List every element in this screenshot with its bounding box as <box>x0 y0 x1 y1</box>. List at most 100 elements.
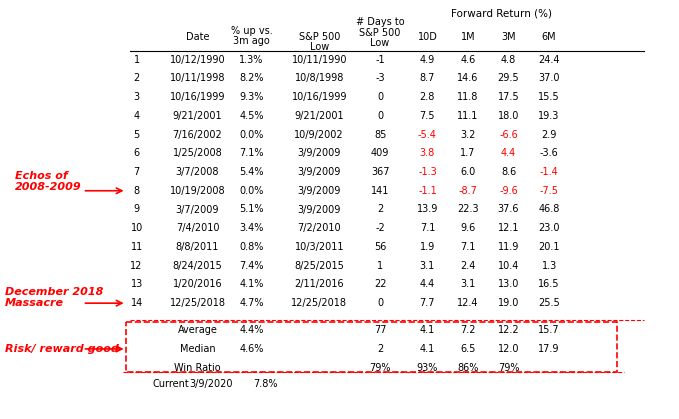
Text: 85: 85 <box>374 129 386 140</box>
Text: 12.4: 12.4 <box>457 298 479 308</box>
Text: 2.9: 2.9 <box>541 129 557 140</box>
Text: 7: 7 <box>134 167 140 177</box>
Text: -1.3: -1.3 <box>418 167 437 177</box>
Text: 16.5: 16.5 <box>538 279 560 290</box>
Text: 10/3/2011: 10/3/2011 <box>295 242 344 252</box>
Text: -8.7: -8.7 <box>458 186 477 196</box>
Text: 1M: 1M <box>460 32 475 42</box>
Text: 7/4/2010: 7/4/2010 <box>176 223 219 233</box>
Text: 0: 0 <box>377 298 383 308</box>
Text: 7.8%: 7.8% <box>253 379 277 389</box>
Text: -1.1: -1.1 <box>418 186 437 196</box>
Text: 8: 8 <box>134 186 140 196</box>
Text: 12.2: 12.2 <box>498 325 519 335</box>
Text: 19.3: 19.3 <box>538 111 559 121</box>
Text: 409: 409 <box>371 148 389 158</box>
Text: 86%: 86% <box>457 363 479 372</box>
Text: 4.9: 4.9 <box>420 54 435 65</box>
Text: S&P 500: S&P 500 <box>299 32 340 42</box>
Text: 9/21/2001: 9/21/2001 <box>172 111 222 121</box>
Text: 9.3%: 9.3% <box>240 92 263 102</box>
Text: 29.5: 29.5 <box>498 73 519 83</box>
Text: 13.9: 13.9 <box>417 204 438 215</box>
Text: 20.1: 20.1 <box>538 242 560 252</box>
Text: -7.5: -7.5 <box>540 186 559 196</box>
Text: 10/11/1990: 10/11/1990 <box>291 54 347 65</box>
Text: 77: 77 <box>374 325 386 335</box>
Text: 8/8/2011: 8/8/2011 <box>176 242 219 252</box>
Text: 46.8: 46.8 <box>538 204 559 215</box>
Text: 7.1: 7.1 <box>460 242 476 252</box>
Text: 4.4: 4.4 <box>420 279 435 290</box>
Text: 3: 3 <box>134 92 140 102</box>
Text: 9: 9 <box>134 204 140 215</box>
Text: Low: Low <box>371 38 390 48</box>
Text: 11.1: 11.1 <box>457 111 479 121</box>
Text: 3/9/2020: 3/9/2020 <box>189 379 233 389</box>
Text: 7/16/2002: 7/16/2002 <box>172 129 222 140</box>
Text: 5: 5 <box>134 129 140 140</box>
Text: 37.6: 37.6 <box>498 204 519 215</box>
Text: 3.8: 3.8 <box>420 148 435 158</box>
Text: 0.8%: 0.8% <box>240 242 263 252</box>
Text: 10: 10 <box>130 223 143 233</box>
Text: 4.4: 4.4 <box>501 148 516 158</box>
Text: 23.0: 23.0 <box>538 223 560 233</box>
Text: 37.0: 37.0 <box>538 73 560 83</box>
Text: -5.4: -5.4 <box>418 129 437 140</box>
Text: 0: 0 <box>377 111 383 121</box>
Text: 5.4%: 5.4% <box>239 167 264 177</box>
Text: 6: 6 <box>134 148 140 158</box>
Text: Median: Median <box>180 344 215 354</box>
Text: 3m ago: 3m ago <box>233 36 270 46</box>
Text: # Days to: # Days to <box>356 17 405 27</box>
Text: 0: 0 <box>377 92 383 102</box>
Text: 8/25/2015: 8/25/2015 <box>294 261 344 271</box>
Text: -6.6: -6.6 <box>499 129 518 140</box>
Text: 8/24/2015: 8/24/2015 <box>172 261 222 271</box>
Text: 12.1: 12.1 <box>498 223 519 233</box>
Text: -3.6: -3.6 <box>540 148 559 158</box>
Text: 17.9: 17.9 <box>538 344 560 354</box>
Text: 79%: 79% <box>498 363 519 372</box>
Text: 25.5: 25.5 <box>538 298 560 308</box>
Text: 6M: 6M <box>542 32 557 42</box>
Text: 11.8: 11.8 <box>457 92 479 102</box>
Text: 10/8/1998: 10/8/1998 <box>295 73 344 83</box>
Text: 3/9/2009: 3/9/2009 <box>297 148 341 158</box>
Text: 5.1%: 5.1% <box>239 204 264 215</box>
Text: 12.0: 12.0 <box>498 344 519 354</box>
Text: 7/2/2010: 7/2/2010 <box>297 223 341 233</box>
Text: 2.4: 2.4 <box>460 261 476 271</box>
Text: 10D: 10D <box>418 32 437 42</box>
Text: 0.0%: 0.0% <box>240 186 263 196</box>
Text: 18.0: 18.0 <box>498 111 519 121</box>
Text: 4.7%: 4.7% <box>239 298 264 308</box>
Text: 1.7: 1.7 <box>460 148 476 158</box>
Text: 6.0: 6.0 <box>460 167 475 177</box>
Text: 3.1: 3.1 <box>460 279 475 290</box>
Text: 9.6: 9.6 <box>460 223 475 233</box>
Text: Date: Date <box>186 32 209 42</box>
Text: 4.8: 4.8 <box>501 54 516 65</box>
Text: 11: 11 <box>130 242 143 252</box>
Text: 22: 22 <box>374 279 386 290</box>
Text: 7.7: 7.7 <box>420 298 435 308</box>
Text: 4.6: 4.6 <box>460 54 475 65</box>
Text: 10/11/1998: 10/11/1998 <box>170 73 225 83</box>
Text: 1: 1 <box>377 261 383 271</box>
Text: -2: -2 <box>375 223 385 233</box>
Text: 14.6: 14.6 <box>457 73 479 83</box>
Text: S&P 500: S&P 500 <box>359 28 401 38</box>
Text: 1/20/2016: 1/20/2016 <box>172 279 222 290</box>
Text: 3.4%: 3.4% <box>240 223 263 233</box>
Text: 22.3: 22.3 <box>457 204 479 215</box>
Text: 3.2: 3.2 <box>460 129 476 140</box>
Text: -1: -1 <box>375 54 385 65</box>
Text: 1.3%: 1.3% <box>240 54 263 65</box>
Text: 15.7: 15.7 <box>538 325 560 335</box>
Text: 10/16/1999: 10/16/1999 <box>170 92 225 102</box>
Text: Echos of
2008-2009: Echos of 2008-2009 <box>15 171 81 192</box>
Text: 3/9/2009: 3/9/2009 <box>297 167 341 177</box>
Text: 141: 141 <box>371 186 389 196</box>
